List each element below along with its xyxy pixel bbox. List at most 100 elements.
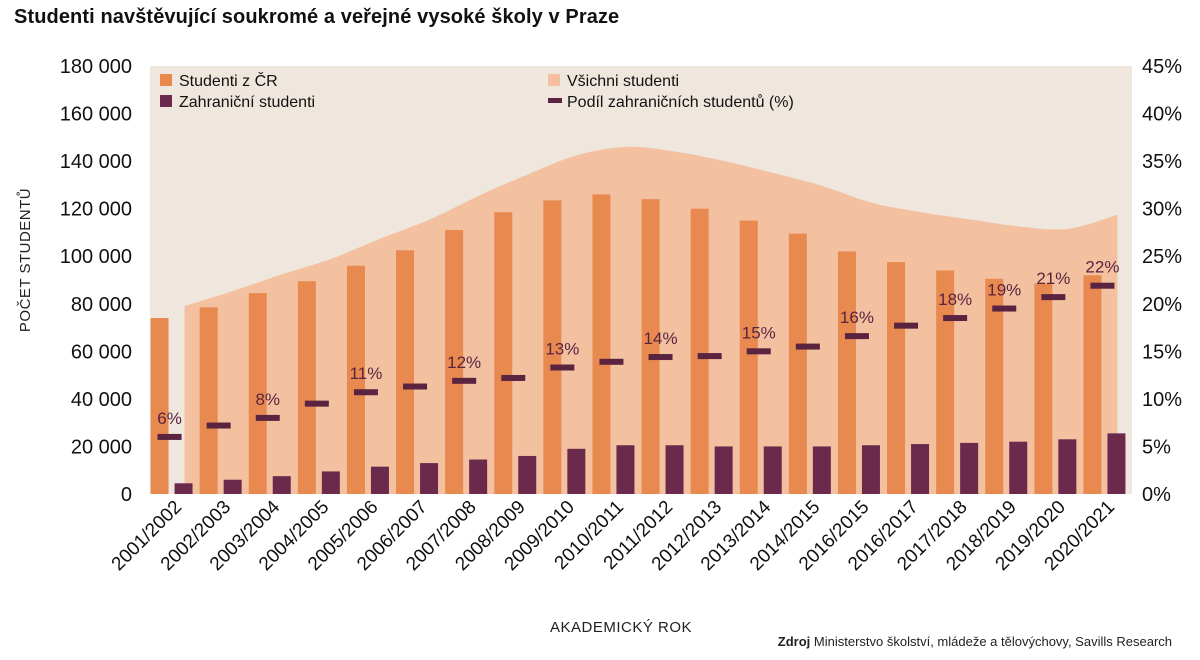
bar-zahranicni-studenti — [812, 446, 831, 494]
bar-zahranicni-studenti — [174, 483, 193, 494]
point-label-podil: 14% — [644, 329, 678, 348]
x-axis-title: AKADEMICKÝ ROK — [550, 619, 692, 636]
marker-podil-zahranicnich — [550, 364, 575, 371]
bar-studenti-cr — [739, 220, 758, 495]
y2-tick-label: 0% — [1142, 484, 1171, 506]
bar-studenti-cr — [641, 199, 660, 494]
bar-studenti-cr — [297, 281, 316, 494]
bar-zahranicni-studenti — [665, 445, 684, 494]
bar-studenti-cr — [543, 200, 562, 494]
marker-podil-zahranicnich — [255, 414, 280, 421]
point-label-podil: 6% — [157, 409, 182, 428]
y-tick-label: 60 000 — [71, 341, 132, 363]
bar-zahranicni-studenti — [567, 448, 586, 494]
legend-item-zahranicni-studenti-swatch — [160, 95, 172, 107]
marker-podil-zahranicnich — [1041, 294, 1066, 301]
bar-zahranicni-studenti — [911, 444, 930, 494]
point-label-podil: 18% — [938, 290, 972, 309]
bar-zahranicni-studenti — [223, 479, 242, 494]
bar-studenti-cr — [936, 270, 955, 494]
marker-podil-zahranicnich — [697, 353, 722, 360]
marker-podil-zahranicnich — [403, 383, 428, 390]
bar-studenti-cr — [150, 318, 169, 494]
y-tick-label: 40 000 — [71, 389, 132, 411]
y-tick-label: 180 000 — [60, 56, 132, 78]
point-label-podil: 13% — [545, 340, 579, 359]
point-label-podil: 16% — [840, 308, 874, 327]
bar-zahranicni-studenti — [714, 446, 733, 494]
marker-podil-zahranicnich — [501, 374, 526, 381]
marker-podil-zahranicnich — [844, 333, 869, 340]
legend: Studenti z ČR Zahraniční studenti Všichni … — [160, 71, 794, 111]
marker-podil-zahranicnich — [894, 322, 919, 329]
point-label-podil: 21% — [1036, 269, 1070, 288]
point-label-podil: 11% — [350, 364, 383, 383]
y2-tick-label: 10% — [1142, 389, 1182, 411]
marker-podil-zahranicnich — [648, 354, 673, 361]
y2-tick-label: 5% — [1142, 436, 1171, 458]
bar-studenti-cr — [887, 262, 906, 494]
y-tick-label: 140 000 — [60, 151, 132, 173]
y-axis-title: POČET STUDENTŮ — [16, 188, 34, 332]
legend-item-vsichni-studenti-swatch — [548, 74, 560, 86]
marker-podil-zahranicnich — [599, 358, 624, 365]
chart-title: Studenti navštěvující soukromé a veřejné… — [14, 6, 620, 28]
legend-item-podil-zahranicnich-swatch — [548, 98, 562, 103]
y2-tick-label: 35% — [1142, 151, 1182, 173]
bar-zahranicni-studenti — [321, 471, 340, 494]
marker-podil-zahranicnich — [992, 305, 1017, 312]
bar-studenti-cr — [592, 194, 611, 494]
bar-zahranicni-studenti — [469, 459, 488, 494]
marker-podil-zahranicnich — [1090, 282, 1115, 289]
point-label-podil: 8% — [255, 390, 280, 409]
bar-studenti-cr — [445, 230, 464, 495]
y2-tick-label: 30% — [1142, 199, 1182, 221]
bar-studenti-cr — [199, 307, 218, 494]
marker-podil-zahranicnich — [795, 343, 820, 350]
y2-tick-label: 45% — [1142, 56, 1182, 78]
legend-item-studenti-cr-swatch — [160, 74, 172, 86]
marker-podil-zahranicnich — [353, 389, 378, 396]
bar-zahranicni-studenti — [1009, 441, 1028, 494]
point-label-podil: 19% — [987, 281, 1021, 300]
bar-studenti-cr — [346, 265, 365, 494]
point-label-podil: 12% — [447, 353, 481, 372]
bar-studenti-cr — [248, 293, 267, 494]
marker-podil-zahranicnich — [304, 400, 329, 407]
bar-zahranicni-studenti — [420, 463, 439, 494]
bar-zahranicni-studenti — [370, 466, 389, 494]
source-label: Zdroj — [777, 634, 811, 649]
y-tick-label: 0 — [121, 484, 132, 506]
source-note: Zdroj Ministerstvo školství, mládeže a t… — [778, 634, 1172, 649]
bar-zahranicni-studenti — [1107, 433, 1126, 494]
point-label-podil: 22% — [1085, 258, 1119, 277]
marker-podil-zahranicnich — [157, 433, 182, 440]
source-text: Ministerstvo školství, mládeže a tělovýc… — [813, 634, 1172, 649]
y-tick-label: 100 000 — [60, 246, 132, 268]
marker-podil-zahranicnich — [943, 315, 968, 322]
bar-studenti-cr — [1083, 275, 1102, 494]
bar-studenti-cr — [690, 208, 709, 494]
y-tick-label: 20 000 — [71, 436, 132, 458]
bar-studenti-cr — [396, 250, 415, 494]
bar-zahranicni-studenti — [763, 446, 782, 494]
legend-item-vsichni-studenti-label: Všichni studenti — [567, 73, 679, 90]
y-tick-label: 120 000 — [60, 199, 132, 221]
marker-podil-zahranicnich — [206, 422, 231, 429]
bar-studenti-cr — [494, 212, 513, 494]
bar-studenti-cr — [788, 233, 807, 494]
bar-zahranicni-studenti — [960, 442, 979, 494]
bar-zahranicni-studenti — [272, 476, 291, 494]
y2-tick-label: 20% — [1142, 294, 1182, 316]
y2-tick-label: 15% — [1142, 341, 1182, 363]
y-tick-label: 80 000 — [71, 294, 132, 316]
marker-series-layer — [157, 282, 1115, 440]
bar-zahranicni-studenti — [1058, 439, 1077, 494]
marker-podil-zahranicnich — [452, 377, 477, 384]
legend-item-zahranicni-studenti-label: Zahraniční studenti — [179, 94, 315, 111]
y2-tick-label: 25% — [1142, 246, 1182, 268]
marker-podil-zahranicnich — [746, 348, 771, 355]
y2-tick-label: 40% — [1142, 104, 1182, 126]
bar-zahranicni-studenti — [518, 455, 537, 494]
